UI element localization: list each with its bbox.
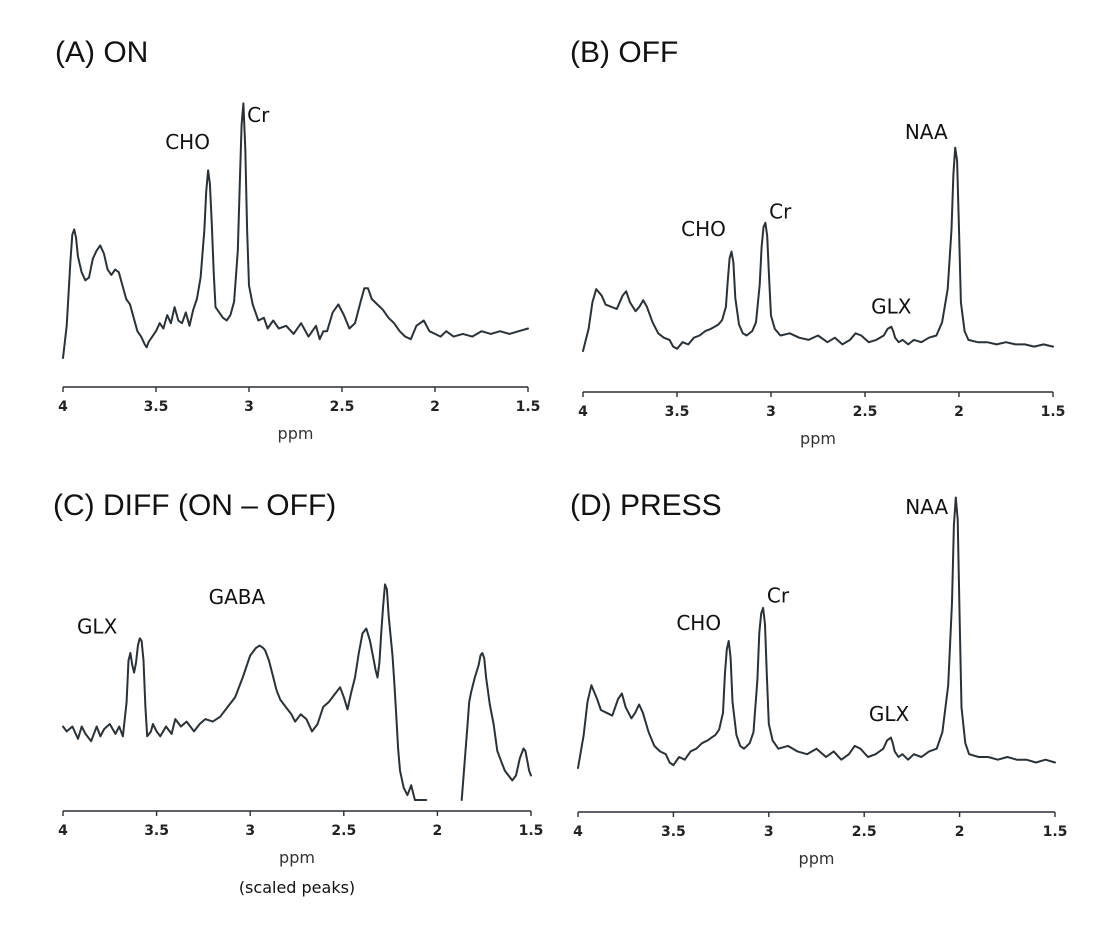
panel-d-x-axis-label: ppm [799, 849, 835, 868]
panel-b-peak-label-cr: Cr [769, 199, 792, 223]
panel-a-peak-label-cho: CHO [165, 130, 210, 154]
panel-c-tick-label: 2 [433, 823, 443, 839]
panel-b-tick-label: 4 [578, 404, 588, 420]
panel-a-tick-label: 4 [58, 399, 68, 415]
panel-c-note: (scaled peaks) [239, 878, 355, 897]
panel-d-peak-label-cr: Cr [767, 583, 790, 607]
panel-b-peak-label-glx: GLX [871, 294, 912, 318]
panel-b-tick-label: 1.5 [1041, 404, 1066, 420]
panel-d-peak-label-glx: GLX [869, 702, 910, 726]
panel-b-tick-label: 3 [766, 404, 776, 420]
panel-d-spectrum-line [577, 496, 1056, 769]
panel-b-title: (B) OFF [570, 36, 678, 69]
panel-a-tick-label: 3 [244, 399, 254, 415]
panel-c-spectrum-line [62, 583, 428, 801]
panel-c-title: (C) DIFF (ON – OFF) [53, 489, 336, 522]
panel-b-tick-label: 2 [954, 404, 964, 420]
panel-d-tick-label: 3.5 [661, 824, 686, 840]
panel-a-tick-label: 2 [430, 399, 440, 415]
panel-c-peak-label-gaba: GABA [209, 585, 266, 609]
panel-c: (C) DIFF (ON – OFF) 4 3.5 3 2.5 2 1.5 ppm (scale… [53, 489, 543, 897]
panel-c-spectrum-line-2 [460, 652, 532, 801]
panel-a-title: (A) ON [55, 36, 148, 69]
panel-c-tick-label: 2.5 [331, 823, 356, 839]
panel-d: (D) PRESS 4 3.5 3 2.5 2 1.5 ppm CHO Cr GLX NAA [570, 489, 1067, 868]
panel-b-tick-label: 3.5 [665, 404, 690, 420]
panel-b-spectrum-line [582, 146, 1054, 352]
panel-c-tick-label: 1.5 [519, 823, 544, 839]
panel-a-spectrum-line [62, 102, 529, 359]
panel-d-tick-label: 2 [955, 824, 965, 840]
panel-b-x-axis-label: ppm [800, 429, 836, 448]
panel-a-tick-label: 2.5 [330, 399, 355, 415]
panel-c-peak-label-glx: GLX [77, 614, 118, 638]
panel-d-title: (D) PRESS [570, 489, 722, 522]
panel-b-peak-label-naa: NAA [905, 120, 948, 144]
panel-d-peak-label-cho: CHO [676, 611, 721, 635]
panel-c-x-axis-label: ppm [279, 848, 315, 867]
panel-c-tick-label: 3 [245, 823, 255, 839]
panel-a-tick-label: 1.5 [516, 399, 541, 415]
panel-a-x-axis-label: ppm [278, 424, 314, 443]
panel-b-tick-label: 2.5 [853, 404, 878, 420]
panel-c-tick-label: 4 [58, 823, 68, 839]
panel-b-peak-label-cho: CHO [681, 217, 726, 241]
panel-b: (B) OFF 4 3.5 3 2.5 2 1.5 ppm CHO Cr GLX NAA [570, 36, 1065, 448]
panel-a: (A) ON 4 3.5 3 2.5 2 1.5 ppm CHO Cr [55, 36, 540, 443]
panel-c-tick-label: 3.5 [144, 823, 169, 839]
panel-a-tick-label: 3.5 [144, 399, 169, 415]
panel-a-peak-label-cr: Cr [247, 103, 270, 127]
panel-d-tick-label: 1.5 [1043, 824, 1068, 840]
panel-d-tick-label: 3 [764, 824, 774, 840]
panel-d-tick-label: 4 [573, 824, 583, 840]
panel-d-tick-label: 2.5 [852, 824, 877, 840]
panel-d-peak-label-naa: NAA [905, 495, 948, 519]
